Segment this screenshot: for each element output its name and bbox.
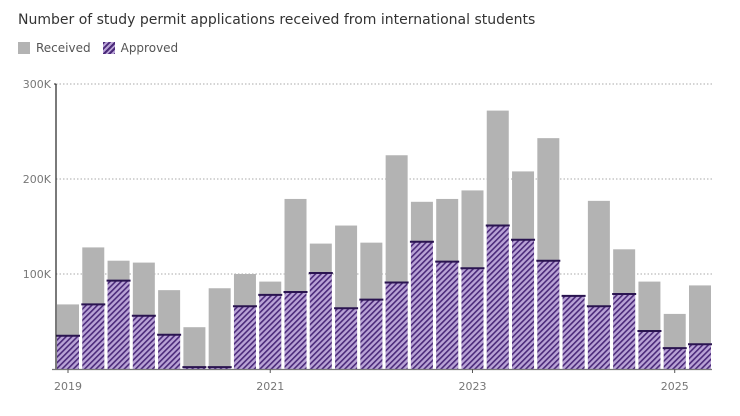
bar-approved [107, 280, 130, 369]
x-tick-label: 2023 [458, 380, 486, 393]
bar-approved [512, 239, 535, 369]
bar-received [208, 288, 231, 369]
bar-approved [259, 294, 282, 369]
y-tick-label: 100K [23, 268, 52, 281]
bar-approved [132, 315, 155, 369]
legend: Received Approved [18, 41, 178, 55]
bar-received [183, 327, 206, 369]
x-tick-label: 2021 [256, 380, 284, 393]
y-tick-label: 200K [23, 173, 52, 186]
x-tick-label: 2025 [661, 380, 689, 393]
bar-approved [57, 335, 79, 369]
bar-approved [663, 348, 686, 369]
bar-approved [385, 282, 408, 369]
bar-approved [436, 261, 459, 369]
bar-approved [82, 304, 105, 369]
bar-approved [158, 334, 181, 369]
bar-approved [410, 241, 433, 369]
bar-approved [309, 273, 332, 369]
legend-swatch-received [18, 42, 30, 54]
bar-approved [638, 331, 661, 369]
bar-approved [335, 308, 358, 369]
bar-approved [233, 306, 256, 369]
legend-swatch-approved [102, 42, 115, 54]
y-tick-label: 300K [23, 78, 52, 91]
bar-approved [562, 295, 585, 369]
x-tick-label: 2019 [54, 380, 82, 393]
bar-approved [360, 299, 383, 369]
bar-approved [587, 306, 610, 369]
bar-approved [486, 225, 509, 369]
bar-approved [613, 293, 636, 369]
legend-label-received: Received [36, 41, 91, 55]
bar-approved [537, 260, 560, 369]
legend-label-approved: Approved [120, 41, 179, 55]
bar-approved [461, 268, 484, 369]
bar-approved [689, 344, 711, 369]
bar-approved [284, 292, 307, 369]
chart-subtitle: Number of study permit applications rece… [18, 12, 536, 28]
